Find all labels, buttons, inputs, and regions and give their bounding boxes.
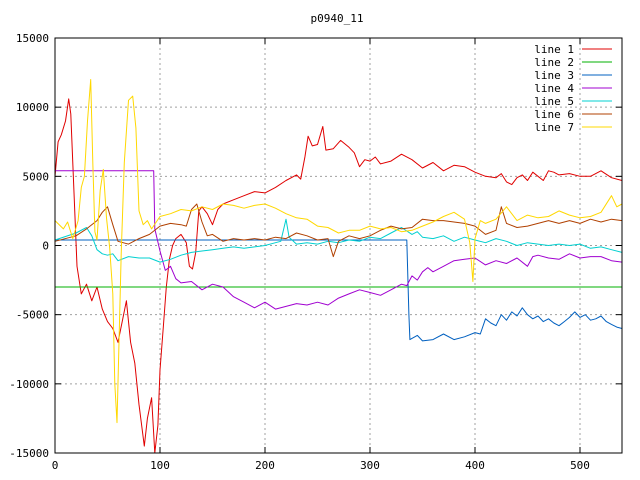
y-tick-label: 0 [42, 240, 49, 253]
legend-label: line 7 [534, 121, 574, 134]
y-tick-label: -15000 [9, 447, 49, 460]
series-layer [54, 79, 623, 454]
x-tick-label: 0 [52, 459, 59, 472]
series-line-6 [54, 203, 623, 258]
x-tick-label: 300 [360, 459, 380, 472]
x-tick-label: 100 [150, 459, 170, 472]
series-line-4 [55, 170, 623, 310]
series-line-3 [55, 239, 623, 342]
series-line-1 [54, 98, 623, 454]
x-tick-label: 500 [570, 459, 590, 472]
legend-label: line 1 [534, 43, 574, 56]
x-tick-label: 200 [255, 459, 275, 472]
legend-label: line 3 [534, 69, 574, 82]
chart-title: p0940_11 [311, 12, 364, 25]
series-line-7 [54, 79, 623, 424]
x-tick-label: 400 [465, 459, 485, 472]
legend-label: line 6 [534, 108, 574, 121]
legend-label: line 2 [534, 56, 574, 69]
y-tick-label: -10000 [9, 378, 49, 391]
series-line-5 [54, 218, 623, 263]
legend-label: line 4 [534, 82, 574, 95]
axes: 0 100 200 300 400 500 -15000 -10000 -5000 0 5000 10… [9, 32, 622, 472]
y-tick-label: 5000 [23, 170, 50, 183]
y-tick-label: 15000 [16, 32, 49, 45]
legend-label: line 5 [534, 95, 574, 108]
y-tick-label: 10000 [16, 101, 49, 114]
y-tick-label: -5000 [16, 309, 49, 322]
